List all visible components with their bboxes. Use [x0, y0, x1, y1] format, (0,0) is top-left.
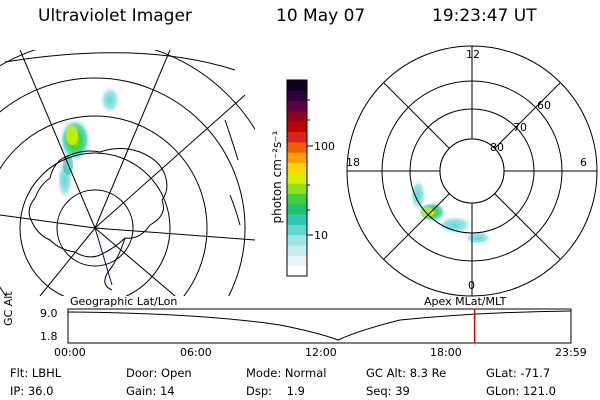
info-gc-alt: GC Alt: 8.3 Re [366, 366, 447, 380]
right-panel-label: Apex MLat/MLT [424, 295, 507, 308]
colorbar-segment [287, 193, 307, 205]
info-dsp: Dsp: 1.9 [246, 384, 305, 398]
left-panel-label: Geographic Lat/Lon [70, 295, 178, 308]
colorbar-segment [287, 131, 307, 143]
colorbar-segment [287, 152, 307, 164]
timeline-plot [67, 308, 572, 344]
app-title: Ultraviolet Imager [38, 6, 192, 26]
info-gain: Gain: 14 [126, 384, 175, 398]
colorbar-segment [287, 80, 307, 91]
colorbar-tick-10: 10 [314, 229, 328, 242]
timeline-xtick-0: 00:00 [54, 346, 86, 359]
mlt-label-0: 0 [468, 279, 475, 292]
colorbar-segment [287, 234, 307, 246]
colorbar-segment [287, 183, 307, 194]
colorbar-tick-100: 100 [314, 140, 335, 153]
right-aurora [410, 179, 492, 245]
info-glat: GLat: -71.7 [486, 366, 551, 380]
mlt-polar-plot [346, 45, 598, 297]
info-ip: IP: 36.0 [10, 384, 54, 398]
geographic-map [0, 50, 255, 296]
mlat-label-70: 70 [513, 121, 527, 134]
colorbar-segment [287, 245, 307, 256]
colorbar-segment [287, 203, 307, 215]
mlt-label-12: 12 [466, 48, 480, 61]
mlt-label-18: 18 [346, 156, 360, 169]
timeline-ytick-high: 9.0 [40, 307, 58, 320]
colorbar-segment [287, 162, 307, 174]
colorbar-segment [287, 255, 307, 267]
date-label: 10 May 07 [276, 6, 366, 26]
mlat-label-60: 60 [537, 99, 551, 112]
timeline-xtick-4: 23:59 [555, 346, 587, 359]
info-flt: Flt: LBHL [10, 366, 62, 380]
timeline-ylabel: GC Alt [2, 291, 15, 326]
info-mode: Mode: Normal [246, 366, 327, 380]
timeline-xtick-1: 06:00 [180, 346, 212, 359]
colorbar-segment [287, 265, 307, 277]
colorbar-segment [287, 121, 307, 133]
info-door: Door: Open [126, 366, 192, 380]
left-aurora [57, 86, 120, 200]
altitude-curve [67, 310, 572, 341]
timeline-ytick-low: 1.8 [40, 330, 58, 343]
info-glon: GLon: 121.0 [486, 384, 556, 398]
colorbar-segment [287, 90, 307, 102]
colorbar-segment [287, 224, 307, 236]
colorbar [287, 80, 307, 277]
colorbar-segment [287, 141, 307, 153]
info-seq: Seq: 39 [366, 384, 410, 398]
coastline [28, 148, 168, 258]
timeline-xtick-2: 12:00 [305, 346, 337, 359]
colorbar-segment [287, 100, 307, 112]
timeline-xtick-3: 18:00 [430, 346, 462, 359]
colorbar-unit: photon cm⁻²s⁻¹ [270, 130, 284, 224]
mlat-label-80: 80 [490, 141, 504, 154]
colorbar-segment [287, 172, 307, 184]
colorbar-segment [287, 110, 307, 122]
time-label: 19:23:47 UT [432, 6, 537, 26]
colorbar-segment [287, 214, 307, 225]
mlt-label-6: 6 [580, 156, 587, 169]
